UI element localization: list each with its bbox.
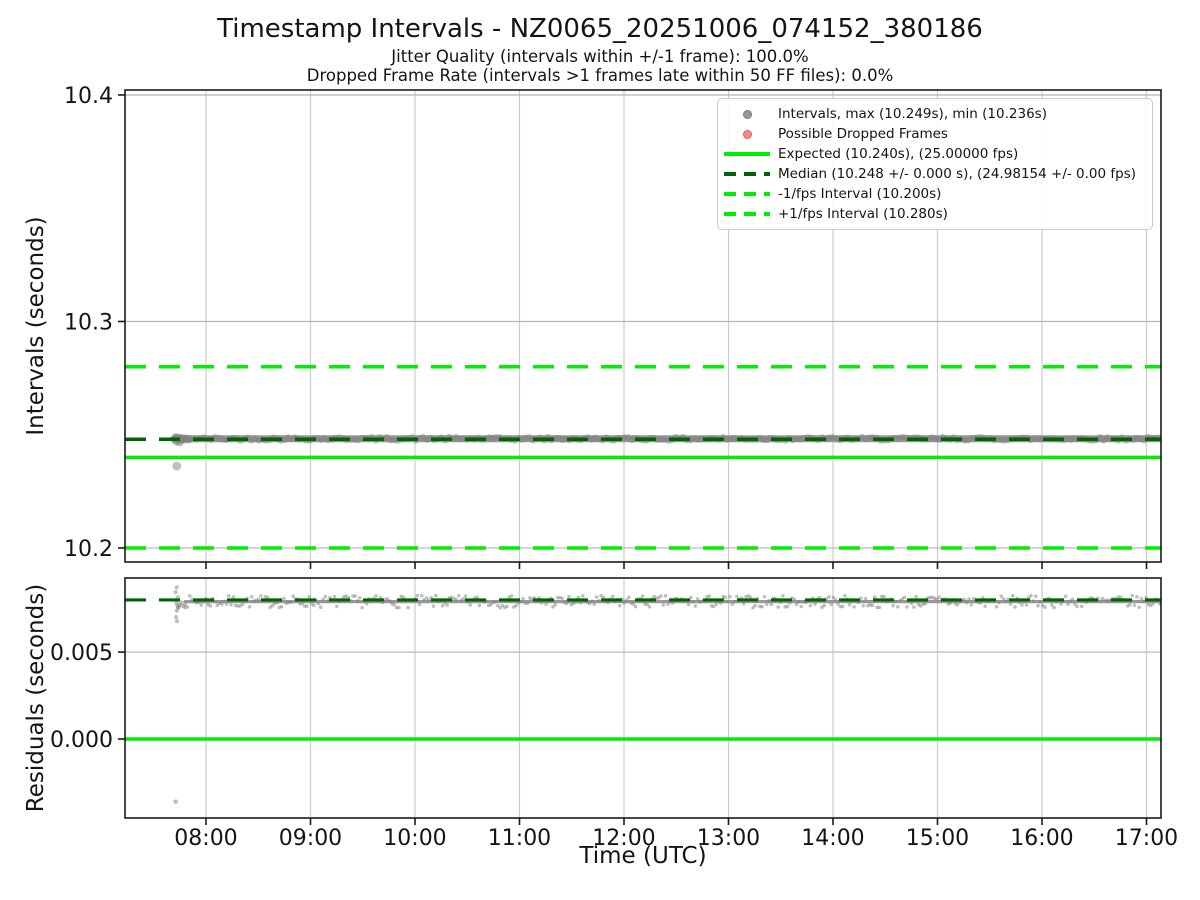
x-tick-label: 13:00 bbox=[697, 826, 760, 851]
legend-item: Expected (10.240s), (25.00000 fps) bbox=[724, 144, 1152, 164]
subtitle-jitter-quality: Jitter Quality (intervals within +/-1 fr… bbox=[391, 47, 809, 66]
legend-item-label: Possible Dropped Frames bbox=[778, 126, 948, 142]
x-tick-label: 10:00 bbox=[383, 826, 446, 851]
legend-line-marker-icon bbox=[724, 172, 770, 176]
legend-line-marker-icon bbox=[724, 152, 770, 156]
legend: Intervals, max (10.249s), min (10.236s) P… bbox=[717, 98, 1153, 230]
interval-points bbox=[173, 585, 1161, 804]
x-tick-label: 17:00 bbox=[1115, 826, 1178, 851]
x-axis-label: Time (UTC) bbox=[579, 843, 707, 869]
reference-lines bbox=[125, 598, 1161, 741]
legend-item-label: +1/fps Interval (10.280s) bbox=[778, 206, 948, 222]
legend-line-marker-icon bbox=[724, 212, 770, 216]
y-tick-label: 10.2 bbox=[64, 537, 113, 562]
axis-ticks: 10.4 10.3 10.2 bbox=[64, 84, 1148, 569]
legend-item-label: -1/fps Interval (10.200s) bbox=[778, 186, 942, 202]
chart-title: Timestamp Intervals - NZ0065_20251006_07… bbox=[217, 14, 983, 44]
legend-item: -1/fps Interval (10.200s) bbox=[724, 184, 1152, 204]
legend-dot-marker-icon bbox=[724, 109, 770, 119]
gridlines bbox=[125, 578, 1161, 818]
x-tick-label: 09:00 bbox=[279, 826, 342, 851]
y-axis-label-residuals: Residuals (seconds) bbox=[23, 583, 49, 813]
x-tick-label: 14:00 bbox=[801, 826, 864, 851]
outlier-point bbox=[172, 461, 182, 471]
legend-item: Intervals, max (10.249s), min (10.236s) bbox=[724, 104, 1152, 124]
y-tick-label: 0.005 bbox=[50, 641, 113, 666]
residuals-plot: 08:00 09:00 10:00 11:00 12:00 13:00 14:00 15:00… bbox=[50, 577, 1178, 851]
reference-lines bbox=[125, 365, 1161, 550]
legend-dot-marker-icon bbox=[724, 129, 770, 139]
x-tick-label: 15:00 bbox=[906, 826, 969, 851]
legend-line-marker-icon bbox=[724, 192, 770, 196]
x-tick-label: 12:00 bbox=[592, 826, 655, 851]
x-tick-label: 16:00 bbox=[1010, 826, 1073, 851]
legend-item-label: Intervals, max (10.249s), min (10.236s) bbox=[778, 106, 1047, 122]
outlier-point bbox=[173, 799, 178, 804]
y-tick-label: 10.4 bbox=[64, 84, 113, 109]
legend-item: Median (10.248 +/- 0.000 s), (24.98154 +… bbox=[724, 164, 1152, 184]
axes-spines bbox=[124, 577, 1162, 819]
y-tick-label: 10.3 bbox=[64, 310, 113, 335]
x-tick-label: 11:00 bbox=[488, 826, 551, 851]
subtitle-dropped-frame-rate: Dropped Frame Rate (intervals >1 frames … bbox=[306, 66, 894, 85]
axes-spines bbox=[124, 89, 1162, 563]
legend-item-label: Median (10.248 +/- 0.000 s), (24.98154 +… bbox=[778, 166, 1137, 182]
y-axis-label-intervals: Intervals (seconds) bbox=[23, 216, 49, 436]
y-tick-label: 0.000 bbox=[50, 728, 113, 753]
legend-item: +1/fps Interval (10.280s) bbox=[724, 204, 1152, 224]
x-tick-label: 08:00 bbox=[174, 826, 237, 851]
legend-item-label: Expected (10.240s), (25.00000 fps) bbox=[778, 146, 1019, 162]
legend-item: Possible Dropped Frames bbox=[724, 124, 1152, 144]
axis-ticks: 08:00 09:00 10:00 11:00 12:00 13:00 14:00 15:00… bbox=[50, 641, 1178, 851]
